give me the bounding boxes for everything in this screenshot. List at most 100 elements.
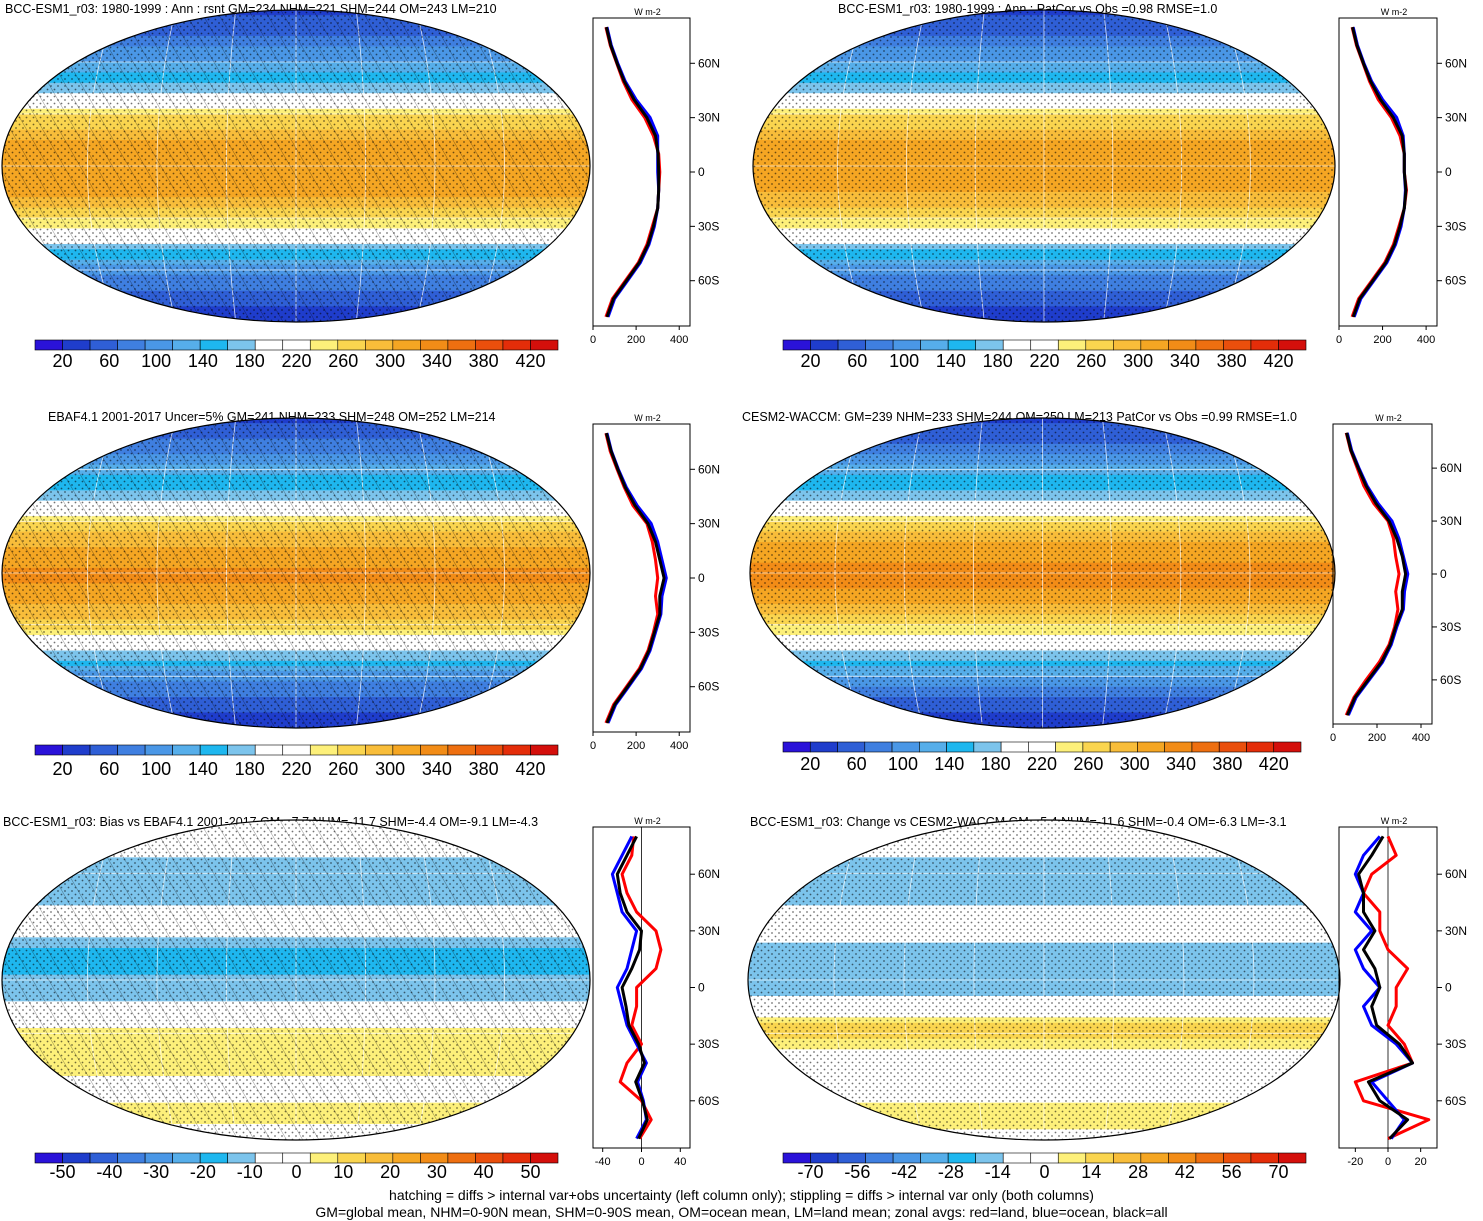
colorbar-box xyxy=(1137,741,1165,753)
zonal-units-label: W m-2 xyxy=(634,7,661,17)
lat-tick-label: 30S xyxy=(1440,620,1461,634)
colorbar-tick-label: 220 xyxy=(281,759,311,779)
colorbar-box xyxy=(530,744,559,756)
zonal-series-all xyxy=(604,26,661,318)
colorbar-box xyxy=(946,741,975,753)
map-outline xyxy=(1,819,591,1141)
colorbar-box xyxy=(1273,741,1302,753)
lat-tick-label: 30S xyxy=(698,625,719,639)
x-tick-label: 200 xyxy=(627,740,645,752)
colorbar-tick-label: 220 xyxy=(1027,754,1057,774)
colorbar-tick-label: 380 xyxy=(469,351,499,371)
colorbar-tick-label: 0 xyxy=(291,1162,301,1182)
colorbar-tick-label: -40 xyxy=(96,1162,122,1182)
zonal-units-label: W m-2 xyxy=(634,816,661,826)
x-tick-label: 400 xyxy=(1412,732,1430,744)
colorbar-box xyxy=(1246,741,1275,753)
colorbar-tick-label: -70 xyxy=(798,1162,824,1182)
lat-tick-label: 60S xyxy=(1445,1094,1466,1108)
x-tick-label: 0 xyxy=(590,334,596,346)
x-tick-label: 0 xyxy=(638,1156,644,1168)
colorbar-box xyxy=(1218,741,1247,753)
colorbar-box xyxy=(502,339,531,351)
lat-tick-label: 60S xyxy=(1440,673,1461,687)
zonal-units-label: W m-2 xyxy=(1381,816,1408,826)
colorbar-box xyxy=(309,339,339,351)
colorbar-box xyxy=(973,741,1002,753)
colorbar-box xyxy=(1278,339,1307,351)
colorbar-tick-label: 20 xyxy=(380,1162,400,1182)
colorbar-box xyxy=(392,744,421,756)
lat-tick-label: 30N xyxy=(698,924,720,938)
colorbar-tick-label: 100 xyxy=(141,351,171,371)
lat-tick-label: 60S xyxy=(698,680,719,694)
colorbar-box xyxy=(447,339,476,351)
colorbar-tick-label: 420 xyxy=(515,351,545,371)
colorbar-box xyxy=(199,339,228,351)
colorbar-box xyxy=(475,339,504,351)
lat-tick-label: 0 xyxy=(698,571,705,585)
colorbar-tick-label: 300 xyxy=(1123,351,1153,371)
lat-tick-label: 30S xyxy=(1445,219,1466,233)
colorbar-box xyxy=(144,339,173,351)
x-tick-label: 20 xyxy=(1415,1156,1427,1168)
colorbar-box xyxy=(34,339,63,351)
colorbar-box xyxy=(420,744,449,756)
colorbar-box xyxy=(282,744,311,756)
colorbar-box xyxy=(1030,339,1059,351)
colorbar-box xyxy=(254,339,284,351)
lat-tick-label: 0 xyxy=(1445,165,1452,179)
lat-tick-label: 30S xyxy=(1445,1037,1466,1051)
colorbar-tick-label: -50 xyxy=(50,1162,76,1182)
lat-tick-label: 60N xyxy=(698,867,720,881)
x-tick-label: 0 xyxy=(1385,1156,1391,1168)
colorbar-box xyxy=(837,741,866,753)
colorbar-box xyxy=(1000,741,1029,753)
map-model-vs-obs xyxy=(753,10,1335,322)
lat-tick-label: 30S xyxy=(698,219,719,233)
colorbar-tick-label: 60 xyxy=(99,759,119,779)
colorbar-box xyxy=(227,339,256,351)
colorbar-box xyxy=(1164,741,1193,753)
panel-title-model-vs-obs: BCC-ESM1_r03: 1980-1999 : Ann : PatCor v… xyxy=(838,2,1218,16)
map-bias xyxy=(2,820,590,1140)
map-comparison-model xyxy=(750,418,1335,728)
colorbar-box xyxy=(117,744,146,756)
lat-tick-label: 30N xyxy=(698,517,720,531)
zonal-frame xyxy=(592,423,691,733)
colorbar-tick-label: 20 xyxy=(800,754,820,774)
colorbar-tick-label: 420 xyxy=(1259,754,1289,774)
colorbar-tick-label: 10 xyxy=(333,1162,353,1182)
colorbar-box xyxy=(337,339,366,351)
lat-tick-label: 0 xyxy=(698,165,705,179)
colorbar-tick-label: -14 xyxy=(985,1162,1011,1182)
colorbar-tick-label: 20 xyxy=(53,759,73,779)
colorbar-box xyxy=(62,744,91,756)
zonal-units-label: W m-2 xyxy=(1375,413,1402,423)
colorbar-box xyxy=(1113,339,1142,351)
colorbar-box xyxy=(782,339,811,351)
colorbar-tick-label: 380 xyxy=(469,759,499,779)
zonal-series-land xyxy=(1353,835,1431,1140)
zonal-series-land xyxy=(618,836,663,1140)
zonal-series-all xyxy=(1357,835,1414,1140)
colorbar-box xyxy=(34,744,63,756)
panel-bias: -50 -40 -30 -20 -10 0 10 20 30 40 50 W m-2 60N 30N 0 30… xyxy=(1,816,720,1182)
panel-model: 20 60 100 140 180 220 260 300 340 380 420 W m-2 60N 3… xyxy=(1,7,720,371)
map-outline xyxy=(1,9,591,323)
colorbar-box xyxy=(1223,339,1252,351)
x-tick-label: 0 xyxy=(590,740,596,752)
stipple-overlay xyxy=(748,820,1340,1140)
colorbar-box xyxy=(1168,339,1197,351)
zonal-series-all xyxy=(1351,26,1408,318)
x-tick-label: 400 xyxy=(1417,334,1435,346)
panel-title-model: BCC-ESM1_r03: 1980-1999 : Ann : rsnt GM=… xyxy=(5,2,497,16)
lat-tick-label: 60N xyxy=(698,56,720,70)
colorbar-tick-label: 20 xyxy=(801,351,821,371)
lat-tick-label: 0 xyxy=(698,981,705,995)
colorbar-tick-label: 340 xyxy=(422,759,452,779)
colorbar-tick-label: 260 xyxy=(328,759,358,779)
colorbar-tick-label: 30 xyxy=(427,1162,447,1182)
colorbar-box xyxy=(172,339,201,351)
